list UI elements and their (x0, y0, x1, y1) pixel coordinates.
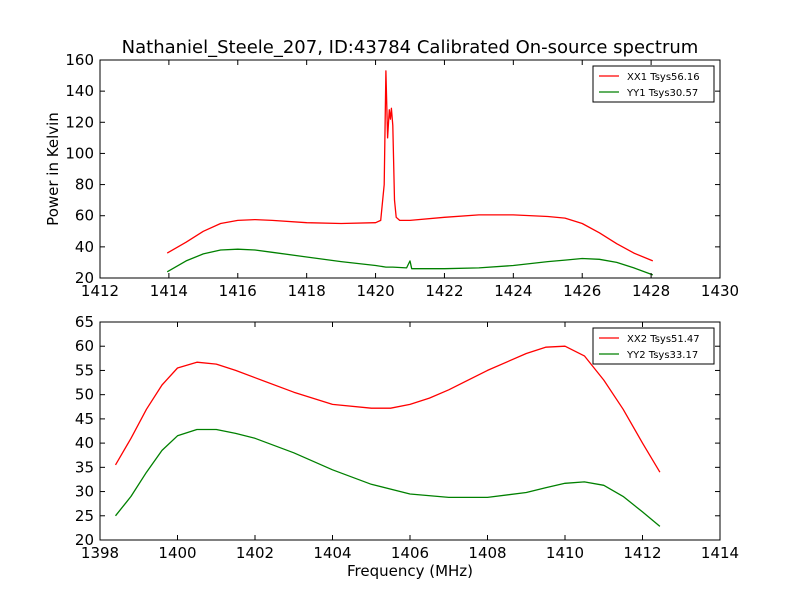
y-tick-label: 40 (75, 238, 94, 256)
x-tick-label: 1422 (425, 282, 463, 300)
y-tick-label: 100 (65, 144, 94, 162)
y-tick-label: 65 (75, 313, 94, 331)
x-tick-label: 1414 (701, 544, 739, 562)
y-tick-label: 20 (75, 531, 94, 549)
legend-label: YY1 Tsys30.57 (626, 88, 698, 99)
x-tick-label: 1426 (563, 282, 601, 300)
x-tick-label: 1404 (313, 544, 351, 562)
y-tick-label: 20 (75, 269, 94, 287)
x-axis-label: Frequency (MHz) (347, 562, 473, 580)
y-tick-label: 35 (75, 458, 94, 476)
x-tick-label: 1418 (288, 282, 326, 300)
chart-title: Nathaniel_Steele_207, ID:43784 Calibrate… (122, 37, 699, 58)
x-tick-label: 1424 (494, 282, 532, 300)
x-tick-label: 1430 (701, 282, 739, 300)
x-tick-label: 1398 (81, 544, 119, 562)
y-tick-label: 50 (75, 386, 94, 404)
legend: XX1 Tsys56.16 YY1 Tsys30.57 (592, 65, 715, 103)
legend-box (592, 65, 715, 103)
x-tick-label: 1412 (623, 544, 661, 562)
y-tick-label: 25 (75, 507, 94, 525)
series-line-2 (114, 428, 661, 527)
legend-label: YY2 Tsys33.17 (626, 350, 698, 361)
x-tick-label: 1428 (632, 282, 670, 300)
legend-label: XX2 Tsys51.47 (627, 334, 700, 345)
y-tick-label: 160 (65, 51, 94, 69)
series-line-1 (166, 70, 654, 262)
series-line-2 (166, 248, 654, 276)
y-tick-label: 140 (65, 82, 94, 100)
x-tick-label: 1416 (219, 282, 257, 300)
y-tick-label: 60 (75, 337, 94, 355)
series-line-1 (114, 345, 661, 473)
bottom-panel: 1398 1400 1402 1404 1406 1408 1410 1412 1414 20 25… (75, 313, 739, 580)
x-tick-label: 1410 (546, 544, 584, 562)
x-tick-label: 1400 (158, 544, 196, 562)
x-tick-label: 1414 (150, 282, 188, 300)
legend-label: XX1 Tsys56.16 (627, 72, 700, 83)
y-tick-label: 45 (75, 410, 94, 428)
legend-box (592, 327, 715, 365)
legend: XX2 Tsys51.47 YY2 Tsys33.17 (592, 327, 715, 365)
y-tick-label: 60 (75, 207, 94, 225)
y-tick-label: 120 (65, 113, 94, 131)
x-tick-label: 1412 (81, 282, 119, 300)
x-tick-label: 1408 (468, 544, 506, 562)
top-panel: 1412 1414 1416 1418 1420 1422 1424 1426 1428 1430… (44, 51, 739, 300)
x-tick-label: 1402 (236, 544, 274, 562)
y-tick-label: 40 (75, 434, 94, 452)
x-tick-label: 1406 (391, 544, 429, 562)
y-axis-label: Power in Kelvin (44, 112, 62, 226)
y-tick-label: 55 (75, 361, 94, 379)
y-tick-label: 30 (75, 483, 94, 501)
y-tick-label: 80 (75, 176, 94, 194)
plot-frame (99, 59, 721, 279)
x-tick-label: 1420 (356, 282, 394, 300)
